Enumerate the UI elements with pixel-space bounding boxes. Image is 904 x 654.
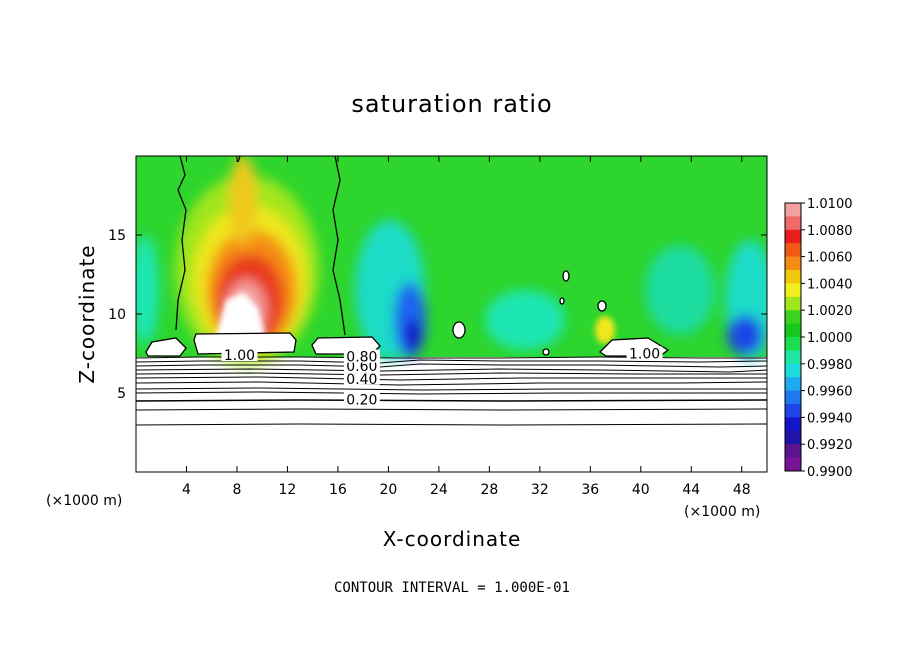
colorbar-label: 0.9960	[807, 385, 853, 400]
colorbar-swatch	[785, 203, 801, 217]
y-tick-label: 10	[108, 307, 126, 323]
colorbar-swatch	[785, 457, 801, 472]
x-tick-label: 20	[379, 482, 397, 498]
contour-label-bg	[626, 346, 663, 360]
contour-label: 0.40	[346, 372, 377, 388]
x-unit-label-right: (×1000 m)	[684, 504, 760, 520]
colorbar-swatch	[785, 323, 801, 338]
cyan-band-left	[136, 235, 159, 345]
x-tick-label: 24	[430, 482, 448, 498]
plume-white-core	[215, 292, 266, 338]
colorbar-swatch	[785, 337, 801, 351]
colorbar-label: 0.9920	[807, 438, 853, 453]
colorbar-label: 0.9980	[807, 358, 853, 373]
x-tick-label: 48	[733, 482, 751, 498]
colorbar-swatch	[785, 377, 801, 392]
colorbar-label: 0.9940	[807, 411, 853, 426]
heatmap-field: 0.20 0.400.600.80 1.00 1.00	[136, 156, 767, 472]
colorbar-swatch	[785, 444, 801, 459]
contour-label-bg	[343, 371, 380, 385]
colorbar-swatch	[785, 310, 801, 325]
colorbar-swatch	[785, 256, 801, 271]
stable-layer	[136, 357, 767, 472]
blue-band-right	[727, 315, 763, 355]
colorbar-swatch	[785, 296, 801, 311]
contour-label: 0.20	[346, 392, 377, 408]
stable-contours	[136, 356, 767, 426]
plume-stem	[229, 156, 257, 245]
x-tick-label: 36	[581, 482, 599, 498]
colorbar-label: 1.0100	[807, 197, 853, 212]
colorbar-swatch	[785, 270, 801, 284]
navy-core-mid	[404, 319, 422, 351]
contour-interval-note: CONTOUR INTERVAL = 1.000E-01	[334, 580, 570, 596]
cyan-patch-right	[645, 245, 715, 335]
colorbar-swatch	[785, 404, 801, 418]
chart-title: saturation ratio	[351, 90, 552, 118]
colorbar-swatch	[785, 216, 801, 231]
contour-label: 0.60	[346, 359, 377, 375]
x-tick-label: 16	[329, 482, 347, 498]
contour-label-bg	[343, 392, 380, 406]
colorbar-swatch	[785, 390, 801, 405]
x-ticks: 4 8 12 16 20 24 28 32 36 40 44 48	[182, 156, 751, 498]
colorbar-label: 0.9900	[807, 465, 853, 480]
colorbar: 1.0100 1.0080 1.0060 1.0040 1.0020 1.0000 0.99…	[784, 197, 853, 480]
x-tick-label: 12	[279, 482, 297, 498]
colorbar-swatch	[785, 430, 801, 445]
contour-label: 1.00	[629, 347, 660, 363]
colorbar-swatch	[785, 363, 801, 378]
colorbar-swatch	[785, 417, 801, 432]
colorbar-swatch	[785, 350, 801, 365]
y-tick-label: 5	[117, 386, 126, 402]
contour-label: 0.80	[346, 350, 377, 366]
x-tick-label: 44	[682, 482, 700, 498]
y-axis-label: Z-coordinate	[75, 244, 99, 383]
x-tick-label: 8	[232, 482, 241, 498]
x-axis-label: X-coordinate	[383, 527, 522, 551]
contour-labels: 0.20 0.400.600.80 1.00 1.00	[221, 346, 663, 408]
colorbar-swatch	[785, 229, 801, 244]
colorbar-label: 1.0020	[807, 304, 853, 319]
colorbar-label: 1.0080	[807, 224, 853, 239]
colorbar-swatch	[785, 243, 801, 258]
yellow-patch-right	[595, 316, 615, 344]
x-tick-label: 32	[531, 482, 549, 498]
contour-label: 1.00	[224, 348, 255, 364]
x-tick-label: 28	[480, 482, 498, 498]
y-tick-label: 15	[108, 228, 126, 244]
colorbar-label: 1.0040	[807, 277, 853, 292]
contour-label-bg	[221, 348, 258, 362]
cyan-patch-center	[485, 290, 565, 350]
contour-label-bg	[343, 349, 380, 363]
y-ticks: 5 10 15	[108, 228, 767, 402]
x-unit-label: (×1000 m)	[46, 493, 122, 509]
x-tick-label: 4	[182, 482, 191, 498]
boundary-contours	[175, 156, 346, 336]
colorbar-label: 1.0000	[807, 331, 853, 346]
colorbar-swatch	[785, 283, 801, 298]
colorbar-label: 1.0060	[807, 251, 853, 266]
x-tick-label: 40	[632, 482, 650, 498]
